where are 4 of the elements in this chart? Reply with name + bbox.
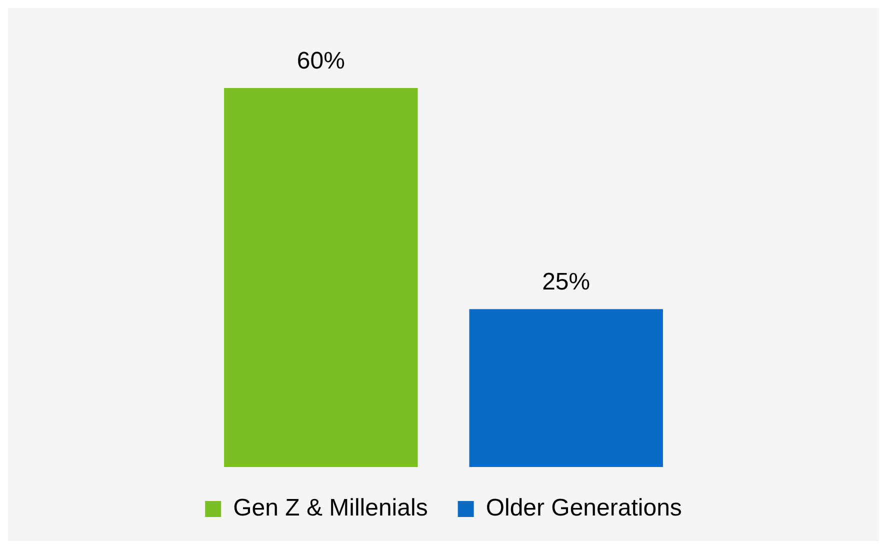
legend-label: Gen Z & Millenials [233, 494, 428, 522]
legend-label: Older Generations [486, 494, 682, 522]
data-label: 60% [296, 48, 345, 75]
data-label: 25% [542, 268, 590, 296]
